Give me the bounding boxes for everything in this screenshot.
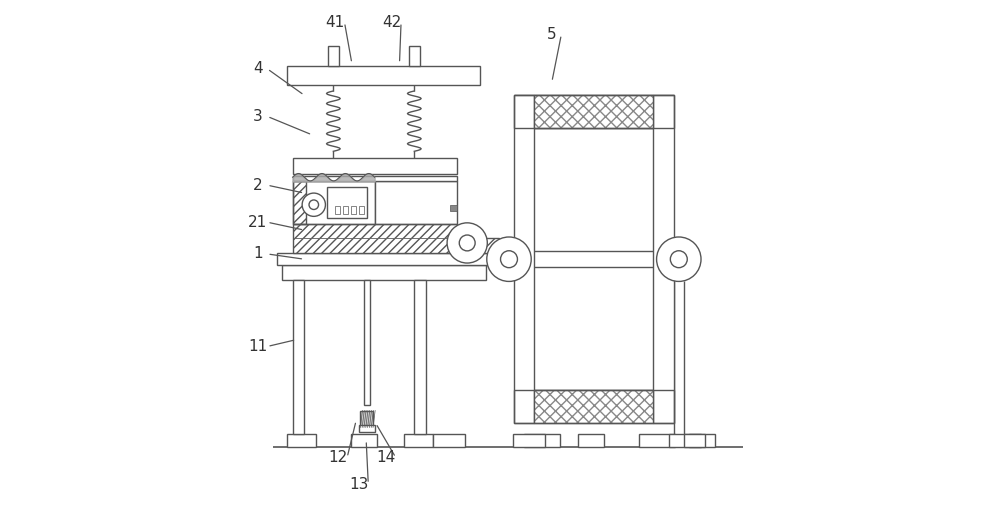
Bar (689, 434, 715, 447)
Bar (669, 434, 701, 447)
Bar (653, 95, 674, 423)
Bar (351, 206, 356, 214)
Bar (293, 280, 304, 434)
Circle shape (447, 223, 487, 263)
Bar (639, 434, 675, 447)
Bar (534, 390, 653, 423)
Text: 13: 13 (349, 477, 368, 491)
Bar (457, 238, 499, 253)
Bar (414, 280, 426, 434)
Text: 21: 21 (248, 215, 267, 230)
Bar (514, 95, 534, 423)
Bar (293, 224, 457, 238)
Text: 2: 2 (253, 178, 263, 193)
Bar (287, 66, 480, 85)
Bar (524, 434, 560, 447)
Text: 12: 12 (328, 450, 347, 465)
Bar (364, 280, 370, 405)
Bar (375, 181, 457, 224)
Bar (343, 206, 348, 214)
Bar (277, 253, 502, 264)
Text: 4: 4 (253, 61, 263, 76)
Text: 42: 42 (382, 15, 401, 30)
Bar (293, 238, 457, 253)
Bar (534, 390, 653, 423)
Bar (514, 390, 674, 423)
Circle shape (487, 237, 531, 281)
Text: 5: 5 (547, 27, 557, 42)
Circle shape (459, 235, 475, 251)
Bar (684, 434, 705, 447)
Bar (359, 206, 364, 214)
Bar (293, 181, 306, 224)
Bar (404, 434, 433, 447)
Circle shape (670, 251, 687, 268)
Bar (293, 181, 375, 224)
Circle shape (309, 200, 319, 209)
Bar (513, 434, 545, 447)
Bar (534, 95, 653, 128)
Text: 1: 1 (253, 247, 263, 261)
Bar (287, 434, 316, 447)
Bar (327, 187, 367, 218)
Bar (328, 46, 339, 66)
Text: 11: 11 (248, 339, 267, 354)
Text: 3: 3 (253, 109, 263, 124)
Bar (351, 434, 377, 447)
Bar (293, 158, 457, 174)
Bar (409, 46, 420, 66)
Bar (433, 434, 465, 447)
Bar (293, 176, 457, 181)
Text: 14: 14 (377, 450, 396, 465)
Bar (359, 425, 375, 432)
Bar (293, 181, 306, 224)
Bar (335, 206, 340, 214)
Bar (293, 224, 457, 253)
Bar (578, 434, 604, 447)
Text: 41: 41 (325, 15, 345, 30)
Bar (360, 411, 373, 427)
Bar (514, 95, 674, 128)
Bar (450, 205, 457, 211)
Bar (457, 238, 499, 253)
Bar (282, 264, 486, 280)
Circle shape (302, 193, 325, 216)
Circle shape (501, 251, 517, 268)
Bar (534, 95, 653, 128)
Circle shape (657, 237, 701, 281)
